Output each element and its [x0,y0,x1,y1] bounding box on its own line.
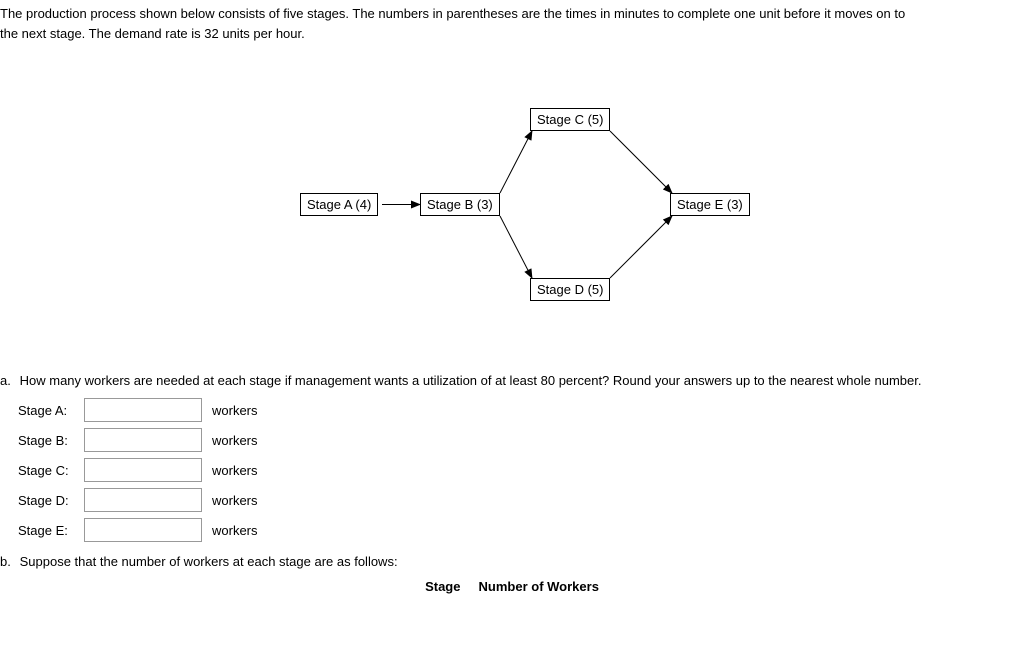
edge-c-e [610,131,672,193]
stage-input-unit: workers [212,493,258,508]
question-a: a. How many workers are needed at each s… [0,373,1024,542]
stage-input-unit: workers [212,463,258,478]
stage-input-row: Stage C: workers [0,458,1024,482]
qa-prefix: a. [0,373,16,388]
stage-input-row: Stage D: workers [0,488,1024,512]
stage-workers-input[interactable] [84,398,202,422]
qb-text: Suppose that the number of workers at ea… [20,554,398,569]
edge-d-e [610,216,672,278]
stage-input-unit: workers [212,523,258,538]
stage-box-e: Stage E (3) [670,193,750,216]
stage-input-label: Stage C: [18,463,84,478]
edge-b-d [500,216,532,278]
intro-line-1: The production process shown below consi… [0,6,905,21]
stage-box-a: Stage A (4) [300,193,378,216]
stage-workers-input[interactable] [84,458,202,482]
th-stage: Stage [425,579,460,594]
stage-input-label: Stage D: [18,493,84,508]
stage-input-label: Stage A: [18,403,84,418]
stage-input-row: Stage A: workers [0,398,1024,422]
diagram-arrows [0,73,1024,333]
stage-box-c: Stage C (5) [530,108,610,131]
qa-text: How many workers are needed at each stag… [20,373,922,388]
stage-input-row: Stage E: workers [0,518,1024,542]
th-workers: Number of Workers [479,579,599,594]
stage-box-d: Stage D (5) [530,278,610,301]
intro-line-2: the next stage. The demand rate is 32 un… [0,26,305,41]
qb-table-header: Stage Number of Workers [0,579,1024,594]
intro-text: The production process shown below consi… [0,0,1024,43]
stage-workers-input[interactable] [84,518,202,542]
stage-input-label: Stage E: [18,523,84,538]
stage-input-label: Stage B: [18,433,84,448]
question-b: b. Suppose that the number of workers at… [0,554,1024,594]
stage-input-row: Stage B: workers [0,428,1024,452]
qb-prefix: b. [0,554,16,569]
edge-b-c [500,131,532,193]
stage-input-unit: workers [212,433,258,448]
process-diagram: Stage A (4) Stage B (3) Stage C (5) Stage D… [0,73,1024,333]
stage-workers-input[interactable] [84,428,202,452]
stage-input-unit: workers [212,403,258,418]
stage-box-b: Stage B (3) [420,193,500,216]
stage-workers-input[interactable] [84,488,202,512]
